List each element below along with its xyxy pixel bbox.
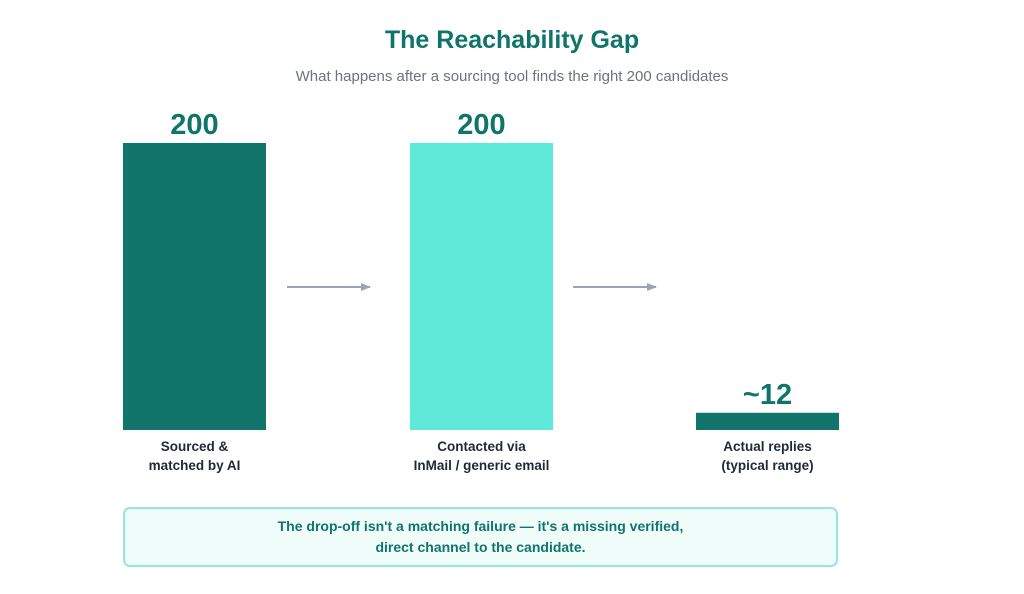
chart-subtitle: What happens after a sourcing tool finds… [295, 68, 729, 85]
bar-value-label-3: ~12 [743, 379, 792, 411]
bar-value-label-1: 200 [170, 109, 218, 141]
category-label-3-line-2: (typical range) [721, 458, 813, 473]
bar-1 [123, 143, 266, 430]
category-label-1-line-1: Sourced & [161, 439, 229, 454]
callout-line-2: direct channel to the candidate. [375, 539, 586, 555]
callout-line-1: The drop-off isn't a matching failure — … [277, 518, 684, 534]
category-label-2-line-2: InMail / generic email [414, 458, 550, 473]
category-label-1-line-2: matched by AI [149, 458, 241, 473]
category-label-3-line-1: Actual replies [723, 439, 812, 454]
callout-box: The drop-off isn't a matching failure — … [123, 507, 838, 567]
chart-title: The Reachability Gap [384, 26, 640, 54]
category-label-2-line-1: Contacted via [437, 439, 526, 454]
bar-2 [410, 143, 553, 430]
bar-value-label-2: 200 [457, 109, 505, 141]
bar-3 [696, 412, 839, 430]
bar-chart: 200 Sourced & matched by AI 200 Contacted vi… [123, 109, 839, 473]
